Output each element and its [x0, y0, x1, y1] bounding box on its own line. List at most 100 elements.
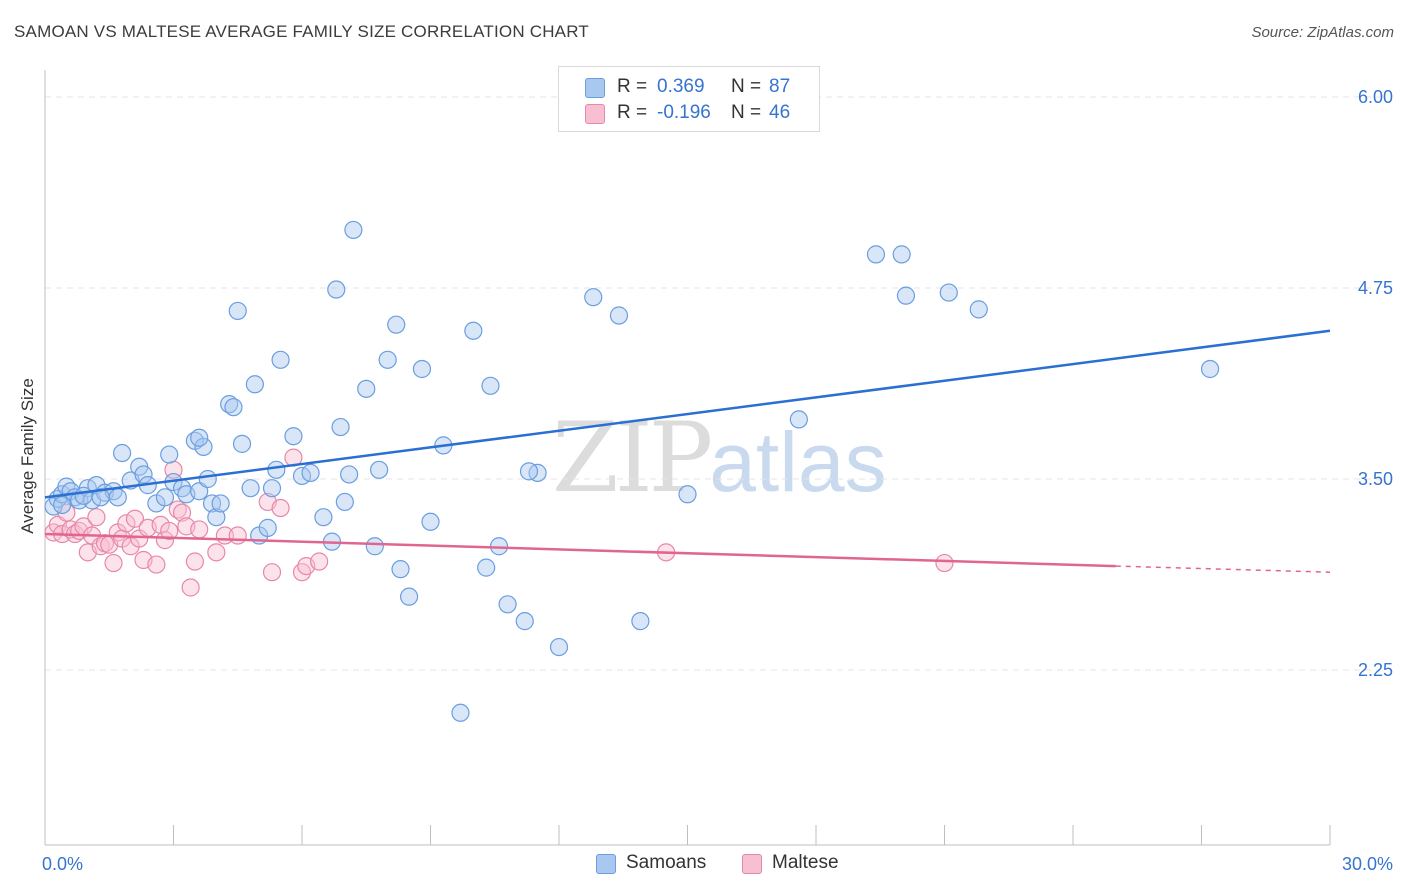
maltese-point	[271, 498, 290, 518]
samoan-point	[896, 286, 916, 305]
trend-layer	[44, 329, 1331, 573]
samoan-point	[331, 417, 350, 437]
samoan-point	[969, 300, 988, 319]
maltese-trend-line	[44, 532, 1116, 568]
samoan-point	[314, 508, 333, 527]
samoan-point	[344, 220, 363, 240]
samoan-point	[271, 350, 290, 369]
samoan-point	[498, 595, 517, 614]
maltese-point	[117, 514, 136, 533]
watermark-atlas: atlas	[709, 415, 887, 509]
maltese-point	[160, 521, 179, 541]
samoan-point	[327, 280, 346, 299]
maltese-r-label: R =	[617, 102, 648, 123]
samoan-points	[44, 220, 1220, 722]
maltese-legend-label: Maltese	[772, 852, 839, 873]
samoan-point	[515, 612, 534, 631]
samoans-r-label: R =	[617, 76, 648, 97]
samoan-point	[108, 488, 127, 507]
samoan-point	[365, 537, 384, 556]
maltese-point	[207, 543, 226, 562]
samoans-r-value: 0.369	[657, 76, 705, 97]
samoan-point	[340, 465, 359, 484]
samoans-swatch	[585, 78, 605, 98]
samoan-point	[549, 637, 569, 657]
samoan-point	[451, 703, 470, 722]
maltese-point	[185, 552, 205, 571]
label-layer: 2.25 3.50 4.75 6.00 0.0% 30.0%	[42, 87, 1393, 874]
maltese-swatch	[585, 104, 605, 124]
source-label: Source: ZipAtlas.com	[1251, 24, 1394, 41]
maltese-point	[310, 552, 329, 571]
maltese-points	[44, 448, 954, 597]
samoan-point	[391, 560, 410, 579]
samoan-point	[584, 288, 603, 307]
maltese-point	[172, 503, 192, 522]
samoan-point	[258, 518, 277, 537]
samoan-point	[245, 375, 264, 394]
samoan-point	[631, 612, 650, 631]
samoan-point	[609, 306, 629, 325]
axis-layer	[44, 70, 1331, 846]
samoan-point	[678, 485, 697, 504]
samoans-n-label: N =	[731, 76, 762, 97]
samoan-point	[370, 460, 389, 479]
samoans-n-value: 87	[769, 76, 791, 97]
samoan-point	[160, 445, 179, 464]
samoan-point	[241, 479, 260, 498]
chart-title: SAMOAN VS MALTESE AVERAGE FAMILY SIZE CO…	[14, 22, 589, 41]
samoan-point	[198, 469, 217, 489]
samoan-point	[335, 492, 354, 512]
samoan-point	[892, 245, 911, 264]
samoans-legend-swatch	[596, 854, 616, 874]
samoan-point	[232, 434, 252, 453]
maltese-point	[190, 520, 209, 539]
y-tick-label: 3.50	[1358, 469, 1393, 489]
maltese-n-value: 46	[769, 102, 791, 123]
samoan-point	[267, 460, 286, 479]
samoan-point	[1200, 359, 1220, 379]
samoans-legend-label: Samoans	[626, 852, 707, 873]
maltese-legend-swatch	[742, 854, 762, 874]
maltese-point	[262, 563, 282, 582]
maltese-point	[147, 555, 166, 574]
maltese-point	[104, 553, 123, 573]
correlation-legend: R = 0.369 N = 87 R = -0.196 N = 46	[558, 66, 820, 132]
samoan-point	[519, 462, 539, 481]
y-tick-label: 6.00	[1358, 87, 1393, 107]
samoan-point	[399, 587, 419, 606]
samoan-point	[53, 495, 72, 515]
samoan-point	[387, 315, 406, 334]
samoan-point	[224, 398, 243, 417]
x-tick-label-min: 0.0%	[42, 854, 83, 874]
samoan-point	[211, 494, 230, 513]
samoan-point	[412, 359, 432, 379]
samoan-point	[866, 245, 886, 264]
y-axis-label: Average Family Size	[18, 378, 37, 534]
samoan-point	[284, 427, 303, 446]
samoan-point	[262, 479, 282, 498]
y-tick-label: 4.75	[1358, 278, 1393, 298]
maltese-trend-extension	[1115, 565, 1331, 573]
grid-layer	[45, 96, 1380, 671]
samoan-point	[421, 512, 440, 531]
samoan-point	[228, 301, 247, 321]
samoans-trend-line	[44, 329, 1331, 499]
y-tick-label: 2.25	[1358, 660, 1393, 680]
samoan-point	[789, 410, 808, 429]
samoan-point	[74, 486, 93, 505]
maltese-point	[181, 578, 200, 597]
samoan-point	[481, 376, 500, 395]
samoan-point	[477, 558, 496, 577]
samoan-point	[194, 437, 213, 457]
samoan-point	[134, 465, 153, 484]
maltese-r-value: -0.196	[657, 102, 711, 123]
maltese-point	[228, 526, 247, 545]
samoan-point	[357, 379, 376, 398]
x-tick-label-max: 30.0%	[1342, 854, 1393, 874]
samoan-point	[207, 508, 226, 527]
samoan-point	[464, 321, 483, 340]
samoan-point	[155, 488, 175, 507]
maltese-point	[125, 509, 145, 528]
